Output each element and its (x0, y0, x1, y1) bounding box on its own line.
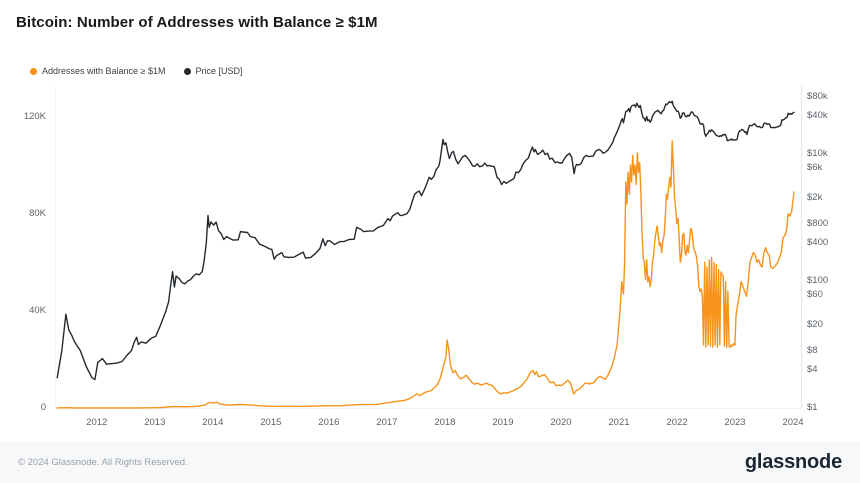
x-axis-tick-2019: 2019 (492, 417, 514, 428)
glassnode-logo: glassnode (744, 450, 842, 473)
y-right-tick-$4: $4 (807, 363, 818, 375)
y-right-tick-$800: $800 (807, 217, 829, 229)
y-right-tick-$8: $8 (807, 344, 818, 356)
y-left-tick-0: 0 (40, 402, 46, 413)
y-right-tick-$80k: $80k (807, 90, 828, 102)
y-right-tick-$1: $1 (807, 402, 818, 413)
legend-label-price: Price [USD] (195, 66, 243, 76)
y-right-tick-$10k: $10k (807, 147, 828, 159)
y-right-tick-$2k: $2k (807, 192, 823, 204)
page-title: Bitcoin: Number of Addresses with Balanc… (16, 14, 378, 31)
y-right-tick-$6k: $6k (807, 162, 823, 174)
y-right-tick-$20: $20 (807, 319, 823, 331)
y-left-tick-80K: 80K (29, 207, 46, 219)
x-axis-tick-2014: 2014 (202, 417, 224, 428)
y-right-tick-$40k: $40k (807, 109, 828, 121)
x-axis-tick-2017: 2017 (376, 417, 398, 428)
chart-canvas (56, 100, 795, 409)
x-axis-tick-2023: 2023 (724, 417, 746, 428)
legend-item-addresses[interactable]: Addresses with Balance ≥ $1M (30, 66, 166, 76)
copyright-text: © 2024 Glassnode. All Rights Reserved. (18, 456, 188, 468)
y-right-tick-$400: $400 (807, 236, 829, 248)
x-axis-tick-2016: 2016 (318, 417, 340, 428)
legend-dot-addresses-icon (30, 67, 37, 75)
y-left-tick-120K: 120K (23, 110, 46, 122)
x-axis-tick-2018: 2018 (434, 417, 456, 428)
x-axis-tick-2015: 2015 (260, 417, 282, 428)
y-left-tick-40K: 40K (29, 304, 46, 316)
legend-dot-price-icon (183, 67, 191, 75)
legend-label-addresses: Addresses with Balance ≥ $1M (42, 66, 166, 76)
y-right-tick-$100: $100 (807, 274, 829, 286)
legend-item-price[interactable]: Price [USD] (183, 66, 243, 76)
x-axis-tick-2012: 2012 (86, 417, 108, 428)
chart-plot-area[interactable] (55, 85, 802, 409)
series-line-price (56, 100, 795, 381)
x-axis-tick-2013: 2013 (144, 417, 166, 428)
x-axis-tick-2021: 2021 (608, 417, 630, 428)
footer: © 2024 Glassnode. All Rights Reserved. g… (0, 441, 860, 483)
y-right-tick-$60: $60 (807, 289, 823, 301)
x-axis-tick-2022: 2022 (666, 417, 688, 428)
chart-legend: Addresses with Balance ≥ $1M Price [USD] (30, 66, 243, 76)
x-axis-tick-2020: 2020 (550, 417, 572, 428)
series-line-addresses (56, 140, 795, 409)
x-axis-tick-2024: 2024 (782, 417, 804, 428)
